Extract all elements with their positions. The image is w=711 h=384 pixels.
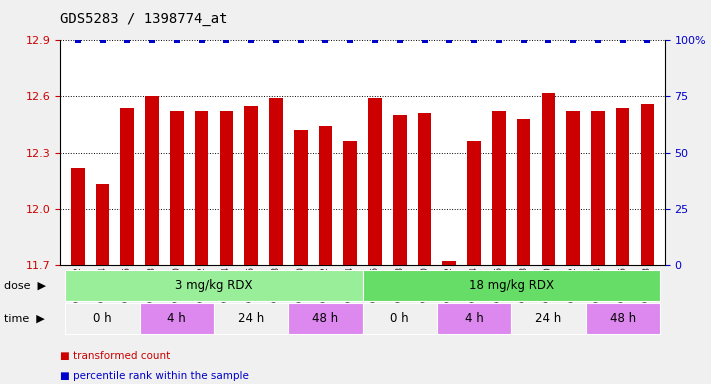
Point [642, 37, 653, 43]
Bar [319, 126, 332, 265]
Point [220, 37, 232, 43]
Bar [294, 130, 307, 265]
Bar [71, 167, 85, 265]
Bar [343, 141, 357, 265]
Bar [641, 104, 654, 265]
Text: 3 mg/kg RDX: 3 mg/kg RDX [175, 279, 252, 292]
Point [394, 37, 405, 43]
Text: GDS5283 / 1398774_at: GDS5283 / 1398774_at [60, 12, 228, 25]
Point [171, 37, 183, 43]
Text: dose  ▶: dose ▶ [4, 281, 46, 291]
Text: 24 h: 24 h [238, 312, 264, 325]
Bar [245, 106, 258, 265]
Point [419, 37, 430, 43]
Point [345, 37, 356, 43]
Bar [442, 261, 456, 265]
Bar [492, 111, 506, 265]
Text: 4 h: 4 h [168, 312, 186, 325]
Bar [542, 93, 555, 265]
Point [617, 37, 629, 43]
Point [542, 37, 554, 43]
Bar [96, 184, 109, 265]
Bar [393, 115, 407, 265]
Point [146, 37, 158, 43]
Point [270, 37, 282, 43]
Point [469, 37, 480, 43]
Text: 48 h: 48 h [312, 312, 338, 325]
Point [592, 37, 604, 43]
Text: 18 mg/kg RDX: 18 mg/kg RDX [469, 279, 554, 292]
Bar [269, 98, 283, 265]
Point [369, 37, 380, 43]
Point [196, 37, 208, 43]
Bar [467, 141, 481, 265]
Point [444, 37, 455, 43]
Point [295, 37, 306, 43]
Text: time  ▶: time ▶ [4, 313, 44, 323]
Bar [120, 108, 134, 265]
Text: ■ transformed count: ■ transformed count [60, 351, 171, 361]
Point [493, 37, 505, 43]
Point [72, 37, 83, 43]
Bar [567, 111, 580, 265]
Point [245, 37, 257, 43]
Point [518, 37, 529, 43]
Point [567, 37, 579, 43]
Bar [616, 108, 629, 265]
Bar [517, 119, 530, 265]
Bar [591, 111, 605, 265]
Text: ■ percentile rank within the sample: ■ percentile rank within the sample [60, 371, 250, 381]
Bar [368, 98, 382, 265]
Text: 4 h: 4 h [465, 312, 483, 325]
Bar [145, 96, 159, 265]
Bar [195, 111, 208, 265]
Point [320, 37, 331, 43]
Bar [418, 113, 432, 265]
Bar [170, 111, 183, 265]
Text: 0 h: 0 h [93, 312, 112, 325]
Text: 0 h: 0 h [390, 312, 409, 325]
Text: 24 h: 24 h [535, 312, 562, 325]
Point [97, 37, 108, 43]
Bar [220, 111, 233, 265]
Point [122, 37, 133, 43]
Text: 48 h: 48 h [609, 312, 636, 325]
